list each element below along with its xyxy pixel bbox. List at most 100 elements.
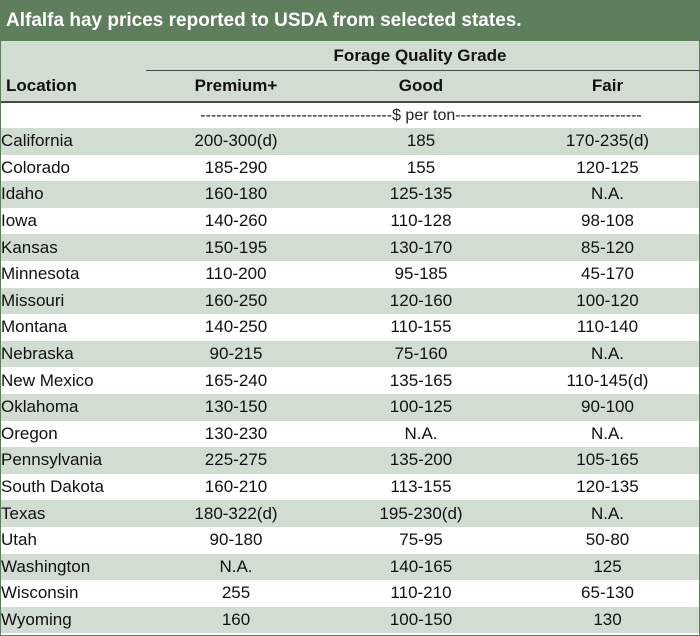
cell-good: 110-210 (326, 580, 516, 607)
column-header-fair: Fair (591, 76, 624, 95)
cell-good: 185 (326, 128, 516, 155)
cell-location: Texas (1, 500, 146, 527)
table-row: Kansas 150-195 130-170 85-120 (1, 234, 699, 261)
cell-location: Colorado (1, 154, 146, 182)
table-row: Idaho 160-180 125-135 N.A. (1, 181, 699, 208)
cell-premium: 200-300(d) (146, 128, 326, 155)
units-row: ------------------------------------$ pe… (1, 103, 699, 128)
cell-good: 135-200 (326, 447, 516, 474)
cell-premium: 90-215 (146, 340, 326, 368)
cell-fair: 85-120 (516, 234, 699, 261)
cell-premium: 255 (146, 580, 326, 607)
cell-premium: 140-260 (146, 207, 326, 235)
table-row: Montana 140-250 110-155 110-140 (1, 314, 699, 341)
cell-location: Montana (1, 314, 146, 341)
cell-location: Washington (1, 553, 146, 581)
cell-good: 100-150 (326, 606, 516, 634)
column-header-good: Good (398, 76, 444, 95)
table-row: Minnesota 110-200 95-185 45-170 (1, 260, 699, 288)
table-row: Oklahoma 130-150 100-125 90-100 (1, 393, 699, 421)
cell-location: Oregon (1, 420, 146, 448)
cell-fair: 105-165 (516, 447, 699, 474)
grade-heading-rule (146, 70, 699, 71)
table-row: South Dakota 160-210 113-155 120-135 (1, 473, 699, 501)
table-row: Colorado 185-290 155 120-125 (1, 154, 699, 182)
table-title: Alfalfa hay prices reported to USDA from… (1, 1, 699, 41)
table-row: Nebraska 90-215 75-160 N.A. (1, 340, 699, 368)
cell-premium: 140-250 (146, 314, 326, 341)
cell-good: 135-165 (326, 367, 516, 394)
table-row: Missouri 160-250 120-160 100-120 (1, 287, 699, 315)
cell-good: 140-165 (326, 553, 516, 581)
cell-location: California (1, 128, 146, 155)
cell-good: 110-128 (326, 207, 516, 235)
cell-fair: 125 (516, 553, 699, 581)
cell-fair: 98-108 (516, 207, 699, 235)
cell-fair: N.A. (516, 500, 699, 527)
cell-premium: 180-322(d) (146, 500, 326, 527)
cell-location: Idaho (1, 181, 146, 208)
cell-good: 75-160 (326, 340, 516, 368)
cell-good: 113-155 (326, 473, 516, 501)
table-row: Oregon 130-230 N.A. N.A. (1, 420, 699, 448)
cell-fair: N.A. (516, 420, 699, 448)
table-row: California 200-300(d) 185 170-235(d) (1, 128, 699, 155)
cell-good: 130-170 (326, 234, 516, 261)
cell-location: Iowa (1, 207, 146, 235)
cell-premium: 160 (146, 606, 326, 634)
cell-location: Minnesota (1, 260, 146, 288)
cell-fair: 120-125 (516, 154, 699, 182)
cell-fair: 65-130 (516, 580, 699, 607)
cell-premium: 150-195 (146, 234, 326, 261)
cell-location: Oklahoma (1, 393, 146, 421)
cell-premium: 165-240 (146, 367, 326, 394)
cell-location: Wyoming (1, 606, 146, 634)
cell-fair: 110-140 (516, 314, 699, 341)
price-table: California 200-300(d) 185 170-235(d) Colorad… (1, 128, 699, 634)
cell-good: 110-155 (326, 314, 516, 341)
cell-location: Missouri (1, 287, 146, 315)
cell-premium: N.A. (146, 553, 326, 581)
cell-location: Kansas (1, 234, 146, 261)
table-row: Pennsylvania 225-275 135-200 105-165 (1, 447, 699, 474)
cell-fair: 90-100 (516, 393, 699, 421)
price-table-body: California 200-300(d) 185 170-235(d) Colorad… (1, 128, 699, 634)
cell-premium: 130-150 (146, 393, 326, 421)
cell-premium: 160-210 (146, 473, 326, 501)
cell-premium: 185-290 (146, 154, 326, 182)
cell-good: N.A. (326, 420, 516, 448)
cell-good: 155 (326, 154, 516, 182)
cell-location: Nebraska (1, 340, 146, 368)
cell-premium: 160-250 (146, 287, 326, 315)
cell-premium: 110-200 (146, 260, 326, 288)
cell-fair: 50-80 (516, 526, 699, 554)
table-row: Iowa 140-260 110-128 98-108 (1, 207, 699, 235)
cell-fair: 130 (516, 606, 699, 634)
column-header-location: Location (6, 76, 77, 95)
cell-good: 125-135 (326, 181, 516, 208)
cell-good: 95-185 (326, 260, 516, 288)
table-header: Forage Quality Grade Location Premium+ G… (1, 41, 699, 103)
units-label: ------------------------------------$ pe… (200, 107, 642, 124)
cell-fair: N.A. (516, 340, 699, 368)
cell-fair: 170-235(d) (516, 128, 699, 155)
table-row: Wisconsin 255 110-210 65-130 (1, 580, 699, 607)
forage-quality-grade-heading: Forage Quality Grade (333, 46, 507, 65)
cell-location: Pennsylvania (1, 447, 146, 474)
cell-fair: 100-120 (516, 287, 699, 315)
table-row: New Mexico 165-240 135-165 110-145(d) (1, 367, 699, 394)
cell-good: 120-160 (326, 287, 516, 315)
cell-fair: 110-145(d) (516, 367, 699, 394)
cell-good: 75-95 (326, 526, 516, 554)
cell-location: Utah (1, 526, 146, 554)
cell-premium: 160-180 (146, 181, 326, 208)
cell-fair: N.A. (516, 181, 699, 208)
cell-fair: 120-135 (516, 473, 699, 501)
table-row: Washington N.A. 140-165 125 (1, 553, 699, 581)
table-row: Texas 180-322(d) 195-230(d) N.A. (1, 500, 699, 527)
cell-fair: 45-170 (516, 260, 699, 288)
table-row: Wyoming 160 100-150 130 (1, 606, 699, 634)
cell-premium: 130-230 (146, 420, 326, 448)
column-header-premium: Premium+ (194, 76, 278, 95)
